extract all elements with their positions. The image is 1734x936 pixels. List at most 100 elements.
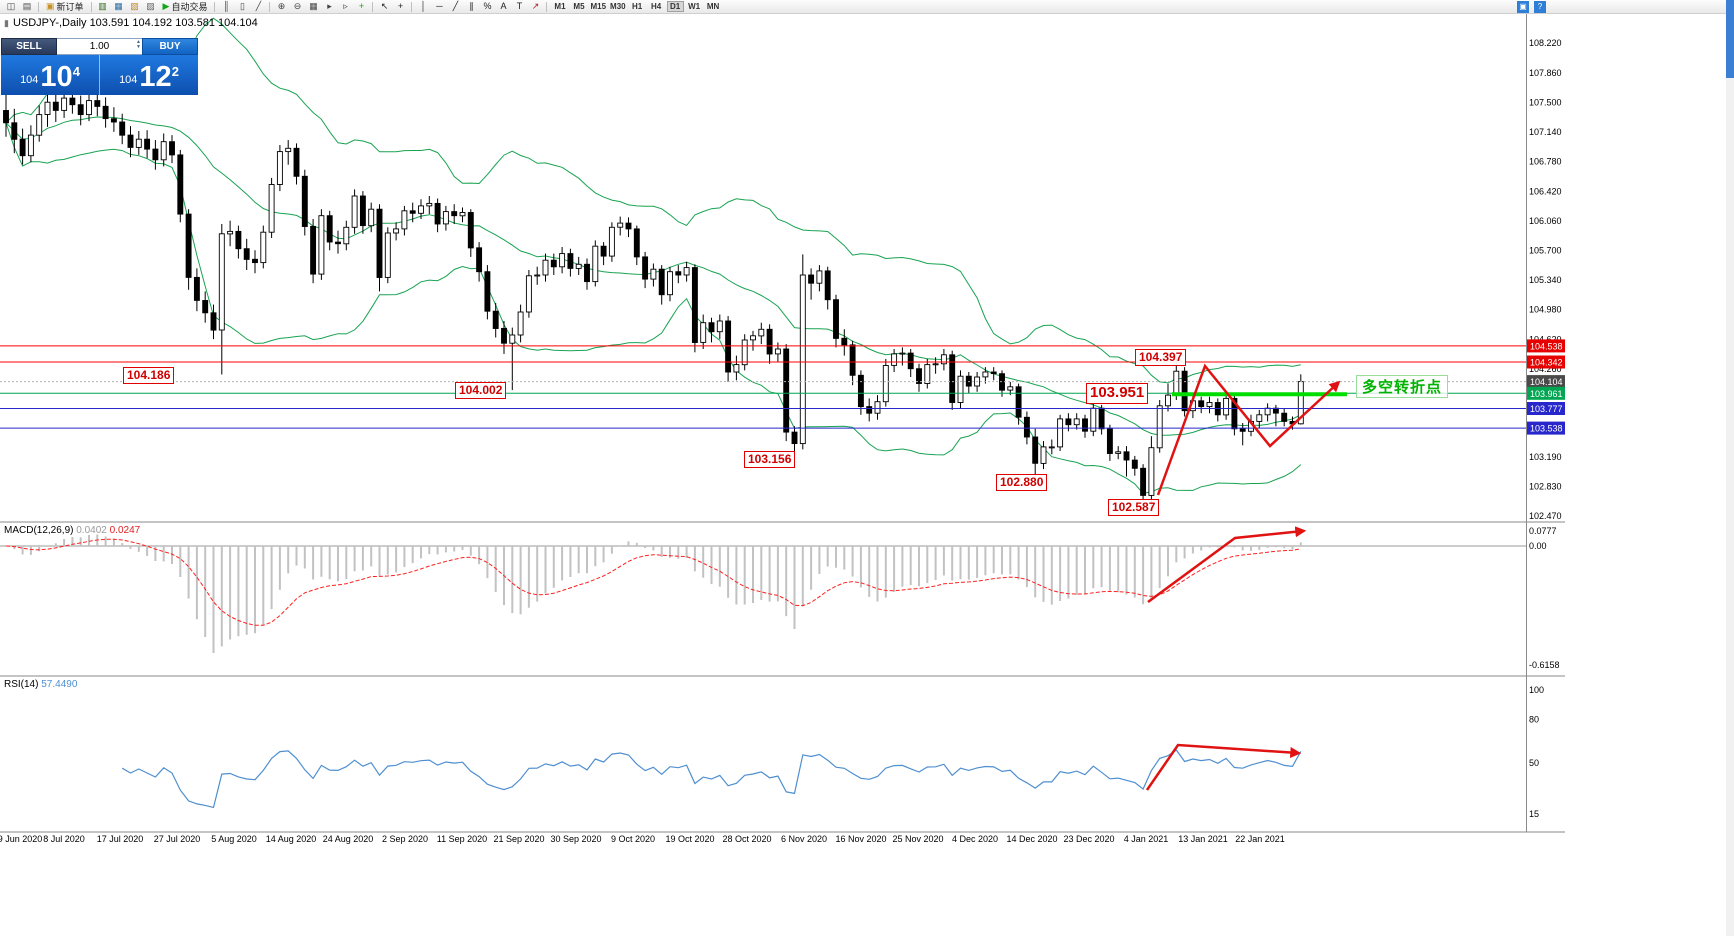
price-annotation[interactable]: 102.880	[996, 474, 1048, 491]
svg-text:-0.6158: -0.6158	[1529, 660, 1560, 670]
text-label-icon[interactable]: T	[516, 1, 523, 11]
svg-text:106.060: 106.060	[1529, 216, 1562, 226]
svg-text:17 Jul 2020: 17 Jul 2020	[97, 834, 144, 844]
macd-trend-arrow[interactable]	[1147, 526, 1307, 604]
bar-chart-icon[interactable]: ║	[223, 1, 230, 11]
indicators-icon[interactable]: +	[358, 1, 365, 11]
svg-text:16 Nov 2020: 16 Nov 2020	[835, 834, 886, 844]
timeframe-m15[interactable]: M15	[590, 2, 607, 11]
timeframe-m5[interactable]: M5	[573, 2, 585, 11]
svg-text:103.190: 103.190	[1529, 452, 1562, 462]
timeframe-h4[interactable]: H4	[650, 2, 662, 11]
help-icon[interactable]: ?	[1534, 1, 1546, 13]
line-chart-icon[interactable]: ╱	[255, 1, 262, 11]
sell-button[interactable]: SELL	[1, 38, 57, 55]
price-annotation[interactable]: 104.002	[455, 382, 507, 399]
timeframe-m1[interactable]: M1	[554, 2, 566, 11]
lot-stepper[interactable]: ▲ ▼	[136, 40, 141, 50]
chart-symbol-icon: ▮	[4, 17, 9, 28]
sell-price[interactable]: 104 10 4	[1, 55, 100, 95]
sell-price-sup: 4	[72, 64, 80, 79]
svg-text:103.538: 103.538	[1530, 424, 1563, 434]
equidistant-channel-icon[interactable]: ∥	[469, 1, 474, 11]
main-trend-arrow[interactable]	[1156, 363, 1341, 496]
toolbar-items: ◫ ▤ ▣ 新订单 ▥ ▦ ▧ ▨ ▶ 自动交易 ║ ▯ ╱ ⊕ ⊖ ▦ ▸ ▹ + ↖ + │ ─ ╱ ∥% A T ↗	[3, 1, 550, 13]
buy-button[interactable]: BUY	[142, 38, 198, 55]
svg-text:106.420: 106.420	[1529, 186, 1562, 196]
svg-text:80: 80	[1529, 714, 1539, 724]
svg-text:4 Jan 2021: 4 Jan 2021	[1124, 834, 1169, 844]
candlestick-chart-icon[interactable]: ▯	[239, 1, 245, 11]
data-window-icon[interactable]: ▦	[114, 1, 123, 11]
price-annotation[interactable]: 104.186	[123, 367, 175, 384]
new-order-button-icon: ▣	[46, 1, 55, 11]
price-annotation[interactable]: 104.397	[1135, 349, 1187, 366]
chart-shift-icon[interactable]: ▹	[343, 1, 348, 11]
buy-price[interactable]: 104 12 2	[100, 55, 198, 95]
svg-text:50: 50	[1529, 758, 1539, 768]
cursor-icon[interactable]: ↖	[380, 1, 389, 11]
svg-text:104.980: 104.980	[1529, 305, 1562, 315]
turning-point-label[interactable]: 多空转折点	[1356, 375, 1449, 398]
svg-text:8 Jul 2020: 8 Jul 2020	[43, 834, 85, 844]
toolbar-right-icons: ▣?	[1516, 1, 1547, 13]
navigator-icon[interactable]: ▧	[130, 1, 139, 11]
auto-scroll-icon[interactable]: ▸	[327, 1, 332, 11]
autotrade-button[interactable]: ▶ 自动交易	[160, 1, 211, 13]
date-axis-labels: 9 Jun 2020 8 Jul 2020 17 Jul 2020 27 Jul 20…	[0, 834, 1285, 844]
macd-label: MACD(12,26,9) 0.0402 0.0247	[4, 525, 140, 536]
trendline-icon[interactable]: ╱	[452, 1, 459, 11]
rsi-trend-arrow[interactable]	[1145, 743, 1302, 791]
scrollbar-thumb[interactable]	[1726, 0, 1734, 78]
tile-windows-icon[interactable]: ▦	[309, 1, 318, 11]
svg-text:22 Jan 2021: 22 Jan 2021	[1235, 834, 1285, 844]
svg-text:100: 100	[1529, 685, 1544, 695]
zoom-in-icon[interactable]: ⊕	[277, 1, 286, 11]
price-chart-canvas[interactable]: 108.220 107.860 107.500 107.140 106.780 106.4…	[0, 14, 1565, 850]
chart-window: 108.220 107.860 107.500 107.140 106.780 106.4…	[0, 14, 1565, 850]
lot-down-icon[interactable]: ▼	[136, 44, 141, 50]
lot-up-icon[interactable]: ▲	[136, 39, 141, 45]
new-order-button[interactable]: ▣ 新订单	[43, 1, 87, 13]
timeframe-mn[interactable]: MN	[706, 2, 720, 11]
lot-size-value: 1.00	[89, 41, 110, 52]
price-annotation[interactable]: 102.587	[1108, 499, 1160, 516]
svg-text:102.830: 102.830	[1529, 482, 1562, 492]
new-chart-icon[interactable]: ◫	[6, 1, 16, 11]
rsi-title: RSI(14)	[4, 679, 39, 690]
timeframe-d1[interactable]: D1	[666, 1, 684, 12]
svg-text:0.0777: 0.0777	[1529, 526, 1557, 536]
vertical-line-icon[interactable]: │	[420, 1, 427, 11]
timeframe-h1[interactable]: H1	[631, 2, 643, 11]
toolbar-separator	[269, 1, 271, 12]
text-icon[interactable]: A	[500, 1, 507, 11]
terminal-icon[interactable]: ▨	[146, 1, 155, 11]
price-annotation[interactable]: 103.156	[744, 451, 796, 468]
svg-text:19 Oct 2020: 19 Oct 2020	[665, 834, 714, 844]
fibonacci-icon[interactable]: %	[483, 1, 492, 11]
timeframe-w1[interactable]: W1	[688, 2, 701, 11]
svg-text:105.340: 105.340	[1529, 275, 1562, 285]
macd-signal-value: 0.0247	[109, 525, 141, 536]
toolbar-separator	[546, 1, 548, 12]
svg-text:102.470: 102.470	[1529, 511, 1562, 521]
horizontal-line-icon[interactable]: ─	[436, 1, 443, 11]
market-watch-icon[interactable]: ▥	[98, 1, 107, 11]
vertical-scrollbar[interactable]	[1726, 0, 1734, 936]
macd-title: MACD(12,26,9)	[4, 525, 74, 536]
crosshair-icon[interactable]: +	[397, 1, 404, 11]
svg-text:14 Aug 2020: 14 Aug 2020	[266, 834, 317, 844]
buy-price-sup: 2	[171, 64, 179, 79]
mql5-community-icon[interactable]: ▣	[1517, 1, 1529, 13]
svg-text:107.500: 107.500	[1529, 97, 1562, 107]
zoom-out-icon[interactable]: ⊖	[293, 1, 302, 11]
svg-text:9 Oct 2020: 9 Oct 2020	[611, 834, 655, 844]
toolbar-separator	[214, 1, 216, 12]
chart-profiles-icon[interactable]: ▤	[22, 1, 32, 11]
arrows-tool-icon[interactable]: ↗	[531, 1, 540, 11]
price-annotation[interactable]: 103.951	[1086, 383, 1149, 404]
timeframe-m30[interactable]: M30	[610, 2, 626, 11]
chart-objects[interactable]	[0, 345, 1526, 429]
toolbar-separator	[38, 1, 39, 12]
lot-size-field[interactable]: 1.00 ▲ ▼	[57, 38, 142, 55]
